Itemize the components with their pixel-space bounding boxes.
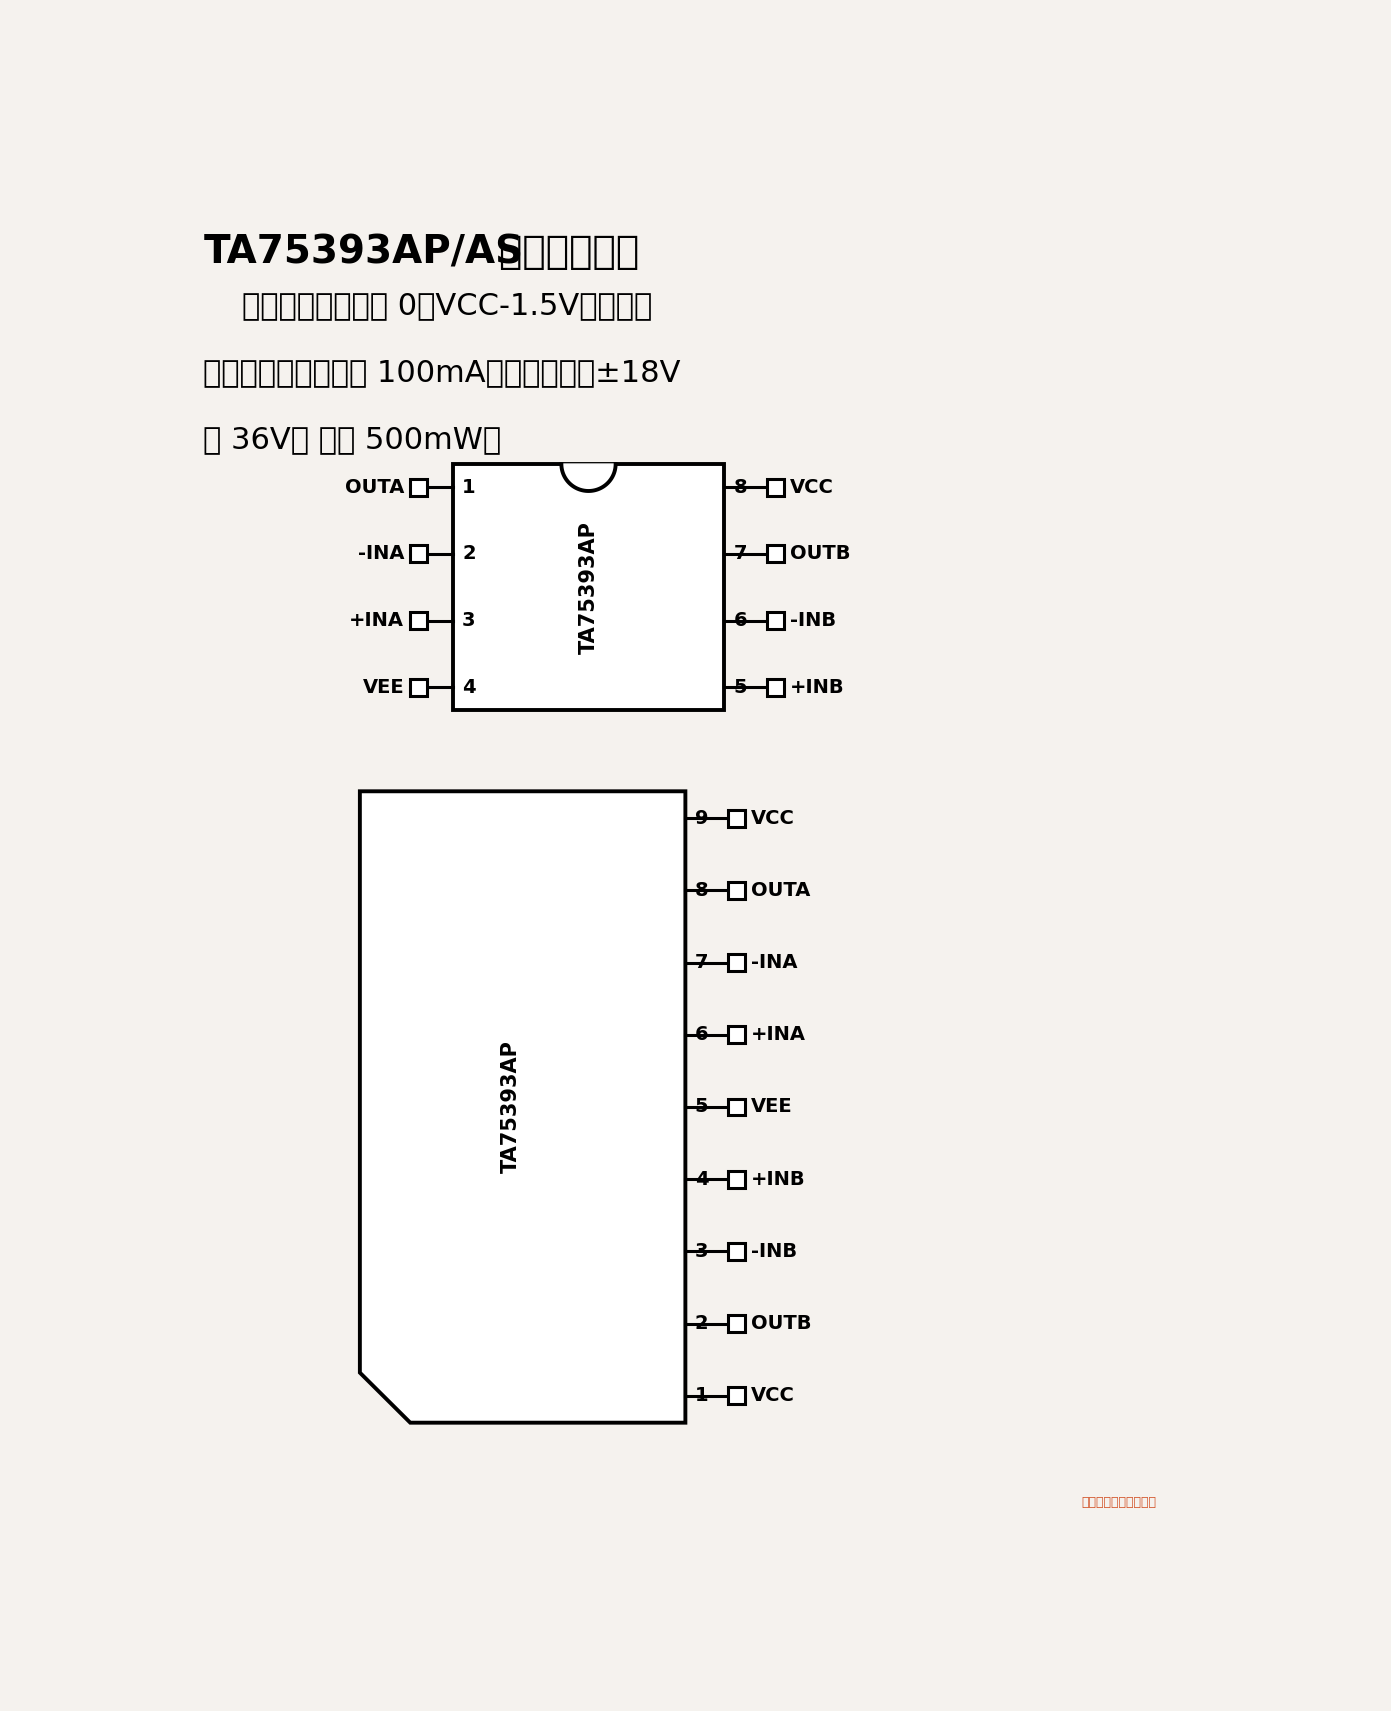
Text: +INA: +INA [751,1025,807,1044]
Text: TA75393AP: TA75393AP [501,1040,522,1174]
Bar [410,546,427,563]
Bar [727,1170,746,1187]
Text: -INB: -INB [790,611,836,630]
Text: 4: 4 [694,1170,708,1189]
Text: 1: 1 [694,1386,708,1405]
Bar [410,613,427,630]
Polygon shape [360,790,686,1422]
Text: 9: 9 [694,809,708,828]
Text: OUTB: OUTB [790,544,850,563]
Text: VCC: VCC [790,477,833,496]
Text: OUTA: OUTA [345,477,403,496]
Text: +INB: +INB [790,678,844,696]
Text: VCC: VCC [751,809,796,828]
Text: VEE: VEE [751,1097,793,1117]
Text: 6: 6 [694,1025,708,1044]
Bar [727,1027,746,1044]
Bar [410,479,427,496]
Text: 6: 6 [733,611,747,630]
Bar [727,809,746,826]
Text: +INA: +INA [349,611,403,630]
Polygon shape [562,464,616,491]
Text: VEE: VEE [363,678,403,696]
Text: 7: 7 [694,953,708,972]
Text: TA75393AP/AS: TA75393AP/AS [203,233,523,270]
Bar [766,613,783,630]
Bar [766,479,783,496]
Text: TA75393AP: TA75393AP [579,520,598,654]
Text: 2: 2 [694,1314,708,1333]
Text: -INA: -INA [357,544,403,563]
Text: 4: 4 [462,678,476,696]
Bar [410,679,427,696]
Bar [727,955,746,972]
Text: 维库电子元器件交易网: 维库电子元器件交易网 [1082,1495,1157,1509]
Text: 5: 5 [694,1097,708,1117]
Text: -INA: -INA [751,953,798,972]
Bar [727,1242,746,1259]
Text: 或 36V； 功耗 500mW。: 或 36V； 功耗 500mW。 [203,426,501,455]
Text: 开路输出，吸收电流 100mA；工作电压为±18V: 开路输出，吸收电流 100mA；工作电压为±18V [203,359,680,388]
Text: 5: 5 [733,678,747,696]
Text: 7: 7 [733,544,747,563]
Bar [727,1098,746,1116]
Text: +INB: +INB [751,1170,805,1189]
Text: 双电压比较器: 双电压比较器 [473,233,640,270]
Bar [727,1388,746,1405]
Text: 2: 2 [462,544,476,563]
Bar [727,881,746,898]
Text: 3: 3 [694,1242,708,1261]
Bar [453,464,725,710]
Text: 8: 8 [733,477,747,496]
Text: OUTB: OUTB [751,1314,812,1333]
Bar [766,546,783,563]
Text: VCC: VCC [751,1386,796,1405]
Text: 同相输入电压范围 0～VCC-1.5V；集电极: 同相输入电压范围 0～VCC-1.5V；集电极 [203,291,652,320]
Bar [766,679,783,696]
Bar [727,1316,746,1333]
Text: 8: 8 [694,881,708,900]
Text: 3: 3 [462,611,476,630]
Text: 1: 1 [462,477,476,496]
Text: -INB: -INB [751,1242,797,1261]
Text: OUTA: OUTA [751,881,811,900]
